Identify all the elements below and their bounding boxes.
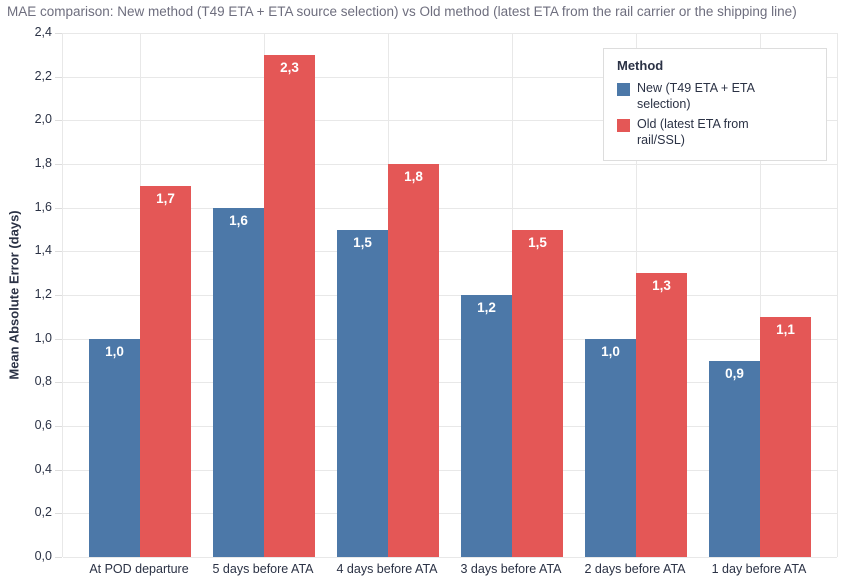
y-tick-label: 2,0 [34, 112, 52, 127]
gridline [63, 120, 837, 122]
y-tick-label: 1,4 [34, 243, 52, 258]
gridline [63, 33, 837, 34]
y-tick-label: 0,0 [34, 549, 52, 563]
gridline [63, 382, 837, 384]
bar-new: 1,0 [89, 338, 140, 557]
x-tick-label: 2 days before ATA [584, 562, 686, 576]
bar-new: 0,9 [709, 360, 760, 557]
legend-item-label: New (T49 ETA + ETA selection) [637, 81, 755, 111]
x-tick-label: 4 days before ATA [336, 562, 438, 576]
bar-group: 0,9 1,1 [698, 33, 822, 557]
bar-group: 1,6 2,3 [202, 33, 326, 557]
legend-swatch [617, 119, 630, 132]
y-tick [55, 164, 62, 165]
y-tick [55, 76, 62, 78]
legend-swatch [617, 83, 630, 96]
bar-group: 1,2 1,5 [450, 33, 574, 557]
y-tick [55, 382, 62, 384]
gridline [63, 295, 837, 296]
bar-groups: 1,0 1,7 1,6 2,3 1,5 1,8 1,2 1,5 1,0 1,3 0,9 1,1 [63, 33, 837, 557]
bar-group: 1,0 1,7 [78, 33, 202, 557]
bar-value-label: 1,0 [105, 343, 124, 359]
y-tick [55, 426, 62, 427]
bar-old: 1,1 [760, 316, 811, 557]
gridline [63, 76, 837, 78]
gridline [63, 251, 837, 253]
y-tick [55, 295, 62, 296]
bar-value-label: 1,1 [776, 321, 795, 337]
bar-value-label: 1,2 [477, 300, 496, 315]
y-tick [55, 338, 62, 340]
y-tick-label: 0,8 [34, 374, 52, 389]
y-tick [55, 33, 62, 34]
y-tick-label: 1,6 [34, 199, 52, 214]
bar-old: 1,5 [512, 229, 563, 557]
bar-new: 1,0 [585, 338, 636, 557]
gridline [63, 426, 837, 427]
y-tick [55, 120, 62, 122]
x-tick-label: 1 day before ATA [711, 562, 807, 576]
legend: Method New (T49 ETA + ETA selection) Old… [603, 48, 827, 161]
y-tick [55, 469, 62, 471]
y-tick-label: 2,4 [34, 25, 52, 39]
bar-value-label: 1,8 [404, 169, 423, 184]
y-tick-label: 1,0 [34, 330, 52, 345]
bar-new: 1,2 [461, 295, 512, 557]
x-tick-label: 3 days before ATA [460, 562, 562, 576]
bar-old: 1,8 [388, 164, 439, 557]
x-tick-labels: At POD departure 5 days before ATA 4 days … [62, 562, 836, 576]
bar-old: 1,7 [140, 185, 191, 557]
x-tick-label: 5 days before ATA [212, 562, 314, 576]
bar-old: 1,3 [636, 273, 687, 557]
bar-value-label: 1,6 [229, 212, 248, 228]
y-tick-label: 0,6 [34, 418, 52, 432]
y-tick [55, 513, 62, 515]
y-tick [55, 557, 62, 558]
y-tick [55, 207, 62, 209]
gridline [63, 207, 837, 209]
legend-item-label: Old (latest ETA from rail/SSL) [637, 117, 749, 147]
gridline [63, 513, 837, 515]
legend-title: Method [617, 58, 664, 73]
legend-item-new: New (T49 ETA + ETA selection) [617, 81, 813, 112]
bar-value-label: 2,3 [280, 59, 299, 75]
y-tick-label: 2,2 [34, 68, 52, 83]
bar-group: 1,5 1,8 [326, 33, 450, 557]
bar-value-label: 1,5 [528, 234, 547, 250]
x-tick-label: At POD departure [89, 562, 189, 576]
y-tick-label: 1,2 [34, 287, 52, 301]
legend-item-old: Old (latest ETA from rail/SSL) [617, 117, 813, 148]
gridline [63, 338, 837, 340]
bar-new: 1,6 [213, 207, 264, 557]
gridline [63, 469, 837, 471]
chart-title: MAE comparison: New method (T49 ETA + ET… [7, 4, 797, 19]
bar-value-label: 1,5 [353, 234, 372, 250]
gridline [63, 164, 837, 165]
y-tick-label: 0,2 [34, 505, 52, 520]
bar-group: 1,0 1,3 [574, 33, 698, 557]
bar-value-label: 1,3 [652, 278, 671, 294]
bar-value-label: 1,0 [601, 343, 620, 359]
bar-new: 1,5 [337, 229, 388, 557]
y-tick-label: 0,4 [34, 461, 52, 476]
plot-area: 1,0 1,7 1,6 2,3 1,5 1,8 1,2 1,5 1,0 1,3 0,9 1,1 [62, 33, 838, 558]
bar-old: 2,3 [264, 54, 315, 557]
y-tick-label: 1,8 [34, 156, 52, 170]
y-tick [55, 251, 62, 253]
bar-value-label: 1,7 [156, 190, 175, 206]
gridline [63, 557, 837, 558]
bar-value-label: 0,9 [725, 365, 744, 381]
